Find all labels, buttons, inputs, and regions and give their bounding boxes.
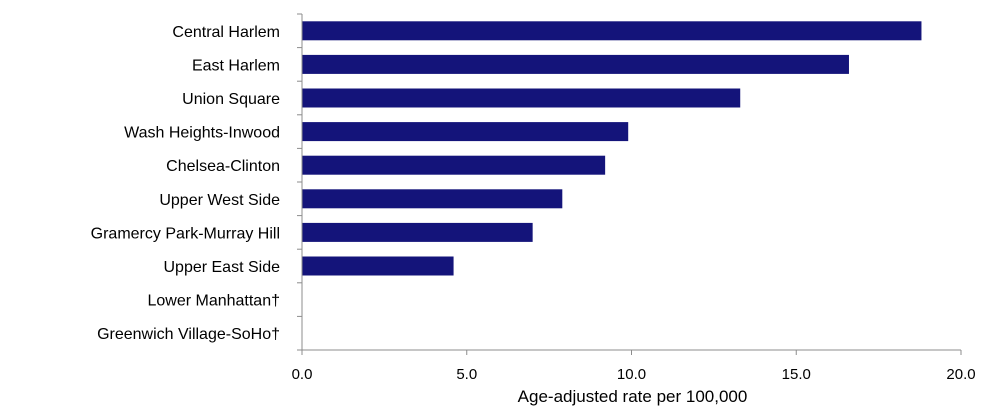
x-axis-ticks: 0.0 5.0 10.0 15.0 20.0 [292,350,976,383]
x-tick-label: 0.0 [292,366,313,383]
category-label: Gramercy Park-Murray Hill [91,225,280,242]
x-tick-label: 10.0 [617,366,646,383]
x-tick-label: 5.0 [456,366,477,383]
category-label: Lower Manhattan† [147,293,280,310]
category-label: Greenwich Village-SoHo† [97,326,280,343]
category-label: Upper East Side [163,259,280,276]
bar [302,21,922,41]
category-label: Wash Heights-Inwood [124,125,280,142]
bar [302,155,606,175]
bar [302,189,563,209]
y-axis-ticks [297,13,302,351]
category-label: East Harlem [192,57,280,74]
bar [302,256,454,276]
x-tick-label: 20.0 [946,366,975,383]
category-labels: Central Harlem East Harlem Union Square Was… [91,24,280,343]
bar [302,88,741,108]
category-label: Central Harlem [172,24,280,41]
category-label: Chelsea-Clinton [166,158,280,175]
bars-group [302,21,922,276]
x-axis-title: Age-adjusted rate per 100,000 [518,387,748,406]
bar [302,122,629,142]
x-tick-label: 15.0 [782,366,811,383]
bar [302,222,533,242]
category-label: Union Square [182,91,280,108]
bar [302,54,849,74]
category-label: Upper West Side [159,192,280,209]
